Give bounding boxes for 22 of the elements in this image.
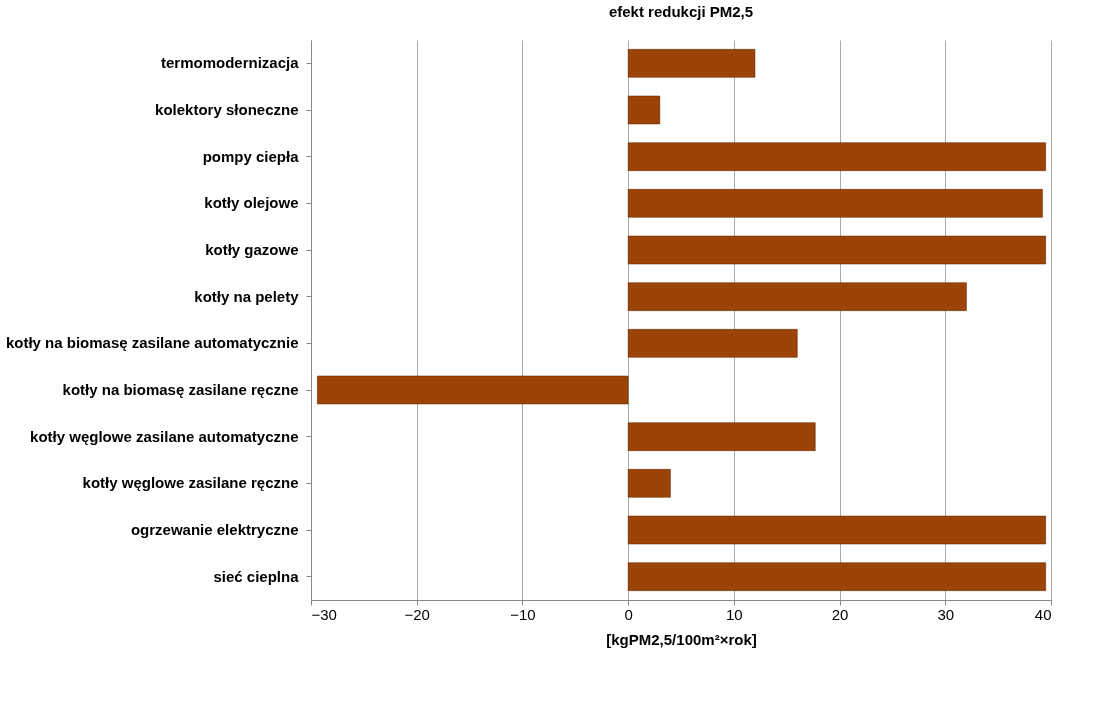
x-tick-label: 10 [726,605,743,623]
x-tick-label: −10 [510,605,536,623]
y-tick-label: termomodernizacja [160,54,300,72]
y-tick-label: kotły olejowe [204,194,299,212]
chart-title: efekt redukcji PM2,5 [608,3,754,20]
x-tick-label: 20 [831,605,849,623]
y-tick-label: kotły na biomasę zasilane automatycznie [5,334,299,352]
x-tick-label: 0 [624,605,633,623]
x-tick-label: 30 [937,605,955,623]
x-tick-label: −30 [311,605,337,623]
x-tick-label: 40 [1034,605,1052,623]
y-tick-label: kotły węglowe zasilane automatyczne [30,427,299,445]
y-tick-label: kotły na biomasę zasilane ręczne [62,381,299,398]
y-tick-label: kotły na pelety [194,287,300,305]
y-tick-label: kotły węglowe zasilane ręczne [82,474,299,492]
y-tick-label: pompy ciepła [202,147,300,165]
y-tick-label: sieć cieplna [213,567,300,585]
y-tick-label: kolektory słoneczne [155,101,299,118]
x-tick-label: −20 [404,605,430,623]
x-axis-title: [kgPM2,5/100m²×rok] [606,630,757,648]
y-tick-label: ogrzewanie elektryczne [130,521,299,538]
y-tick-label: kotły gazowe [205,241,299,258]
